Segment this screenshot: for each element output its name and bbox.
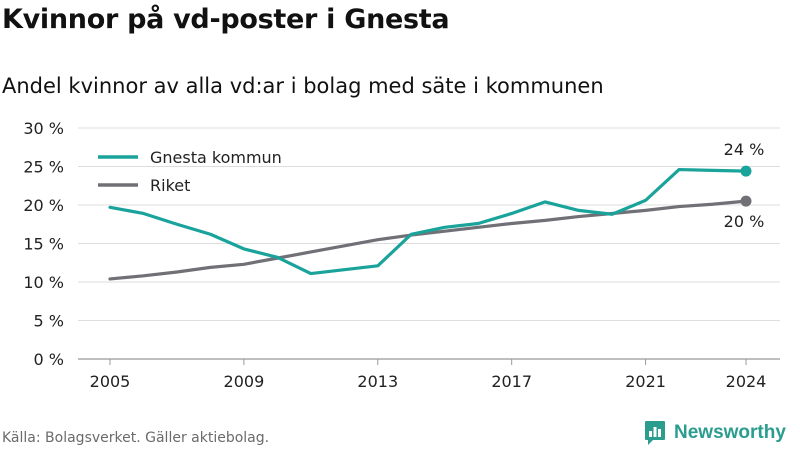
- end-label-riket: 20 %: [724, 212, 765, 231]
- y-grid: [78, 127, 780, 360]
- x-tick-label: 2013: [357, 372, 398, 391]
- y-tick-label: 25 %: [23, 158, 64, 177]
- y-tick-label: 0 %: [34, 350, 64, 369]
- brand-name: Newsworthy: [674, 422, 786, 443]
- end-point-riket: [740, 195, 752, 207]
- end-point-gnesta: [740, 165, 752, 177]
- y-tick-label: 10 %: [23, 273, 64, 292]
- legend-label: Gnesta kommun: [150, 148, 282, 167]
- x-tick-label: 2024: [726, 372, 767, 391]
- x-tick-label: 2021: [625, 372, 666, 391]
- y-tick-label: 20 %: [23, 196, 64, 215]
- x-tick-label: 2005: [90, 372, 131, 391]
- x-tick-label: 2009: [224, 372, 265, 391]
- source-note: Källa: Bolagsverket. Gäller aktiebolag.: [2, 430, 270, 446]
- newsworthy-logo-icon: [645, 421, 665, 445]
- series-lines: [108, 165, 752, 281]
- series-line-gnesta: [108, 167, 748, 276]
- y-axis: 0 % 5 % 10 % 15 % 20 % 25 % 30 %: [23, 119, 64, 369]
- brand: Newsworthy: [644, 420, 786, 446]
- x-axis: 2005 2009 2013 2017 2021 2024: [90, 359, 767, 391]
- line-chart: 0 %5 %10 %15 %20 %25 %30 % 2005 2009 2013 2…: [23, 119, 780, 391]
- legend: Gnesta kommun Riket: [98, 148, 282, 195]
- y-tick-label: 30 %: [23, 119, 64, 138]
- y-tick-label: 5 %: [34, 312, 64, 331]
- end-label-gnesta: 24 %: [724, 140, 765, 159]
- chart-title: Kvinnor på vd-poster i Gnesta: [2, 4, 450, 35]
- chart-subtitle: Andel kvinnor av alla vd:ar i bolag med …: [2, 74, 604, 98]
- legend-label: Riket: [150, 176, 190, 195]
- x-tick-label: 2017: [491, 372, 532, 391]
- end-labels: 24 % 20 %: [724, 140, 765, 231]
- y-tick-label: 15 %: [23, 235, 64, 254]
- series-line-riket: [108, 199, 748, 281]
